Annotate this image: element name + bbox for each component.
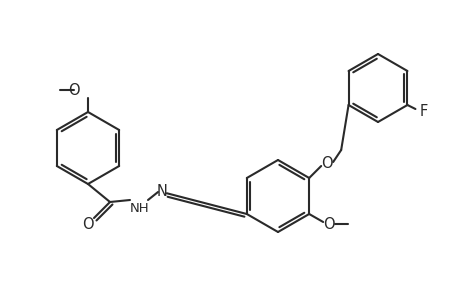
Text: O: O [82,218,94,232]
Text: O: O [68,82,80,98]
Text: F: F [419,104,426,119]
Text: N: N [156,184,167,200]
Text: NH: NH [130,202,150,214]
Text: O: O [321,155,332,170]
Text: O: O [323,218,334,232]
